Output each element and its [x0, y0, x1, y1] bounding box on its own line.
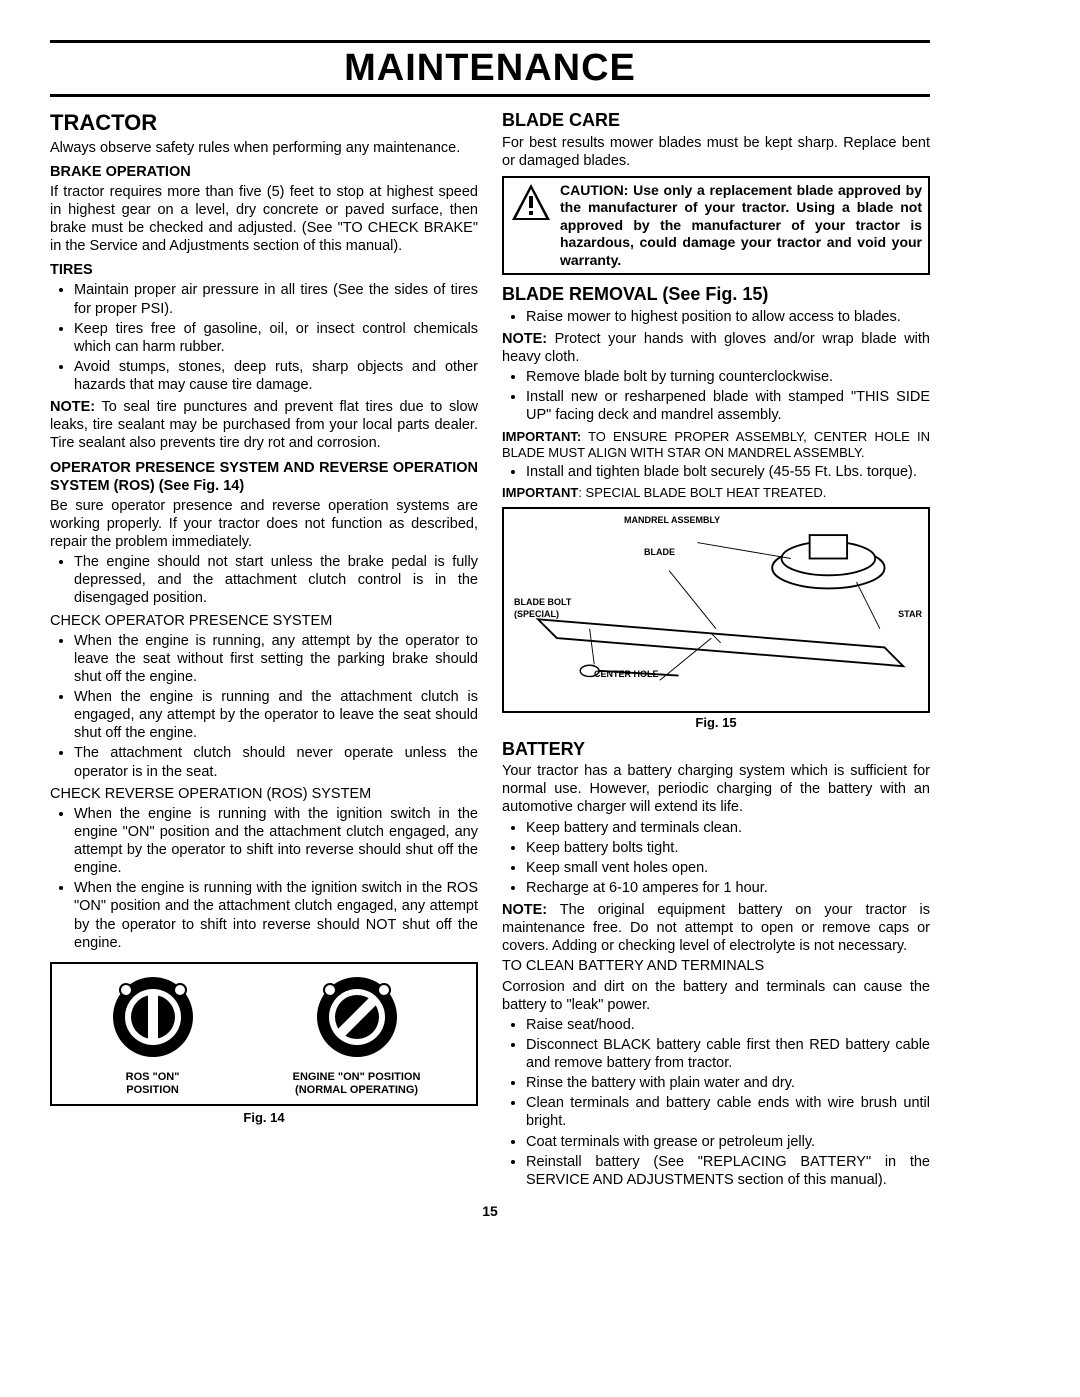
- clean-intro: Corrosion and dirt on the battery and te…: [502, 978, 930, 1014]
- battery-list-1: Keep battery and terminals clean. Keep b…: [502, 819, 930, 898]
- list-item: When the engine is running with the igni…: [74, 879, 478, 952]
- tires-list: Maintain proper air pressure in all tire…: [50, 281, 478, 394]
- list-item: Disconnect BLACK battery cable first the…: [526, 1036, 930, 1072]
- blade-diagram: [510, 515, 922, 705]
- engine-switch-icon: [312, 972, 402, 1062]
- fig-14-caption: Fig. 14: [50, 1110, 478, 1126]
- list-item: When the engine is running with the igni…: [74, 805, 478, 878]
- list-item: When the engine is running, any attempt …: [74, 632, 478, 686]
- list-item: The attachment clutch should never opera…: [74, 744, 478, 780]
- right-column: BLADE CARE For best results mower blades…: [502, 105, 930, 1193]
- list-item: Install and tighten blade bolt securely …: [526, 463, 930, 481]
- battery-heading: BATTERY: [502, 738, 930, 761]
- list-item: Rinse the battery with plain water and d…: [526, 1074, 930, 1092]
- list-item: Raise mower to highest position to allow…: [526, 308, 930, 326]
- removal-list-3: Install and tighten blade bolt securely …: [502, 463, 930, 481]
- label-center: CENTER HOLE: [594, 669, 659, 680]
- removal-note1: NOTE: Protect your hands with gloves and…: [502, 330, 930, 366]
- list-item: Avoid stumps, stones, deep ruts, sharp o…: [74, 358, 478, 394]
- figure-14-box: ROS "ON" POSITION ENGINE "ON" POSITION (…: [50, 962, 478, 1106]
- page-title: MAINTENANCE: [50, 47, 930, 90]
- label-blade: BLADE: [644, 547, 675, 558]
- brake-title: BRAKE OPERATION: [50, 163, 478, 181]
- caution-box: CAUTION: Use only a replacement blade ap…: [502, 176, 930, 276]
- left-column: TRACTOR Always observe safety rules when…: [50, 105, 478, 1193]
- blade-care-heading: BLADE CARE: [502, 109, 930, 132]
- figure-15-box: MANDREL ASSEMBLY BLADE BLADE BOLT (SPECI…: [502, 507, 930, 713]
- ops-title: OPERATOR PRESENCE SYSTEM AND REVERSE OPE…: [50, 459, 478, 495]
- ops-intro: Be sure operator presence and reverse op…: [50, 497, 478, 551]
- page-number: 15: [50, 1203, 930, 1219]
- page-title-bar: MAINTENANCE: [50, 40, 930, 97]
- list-item: The engine should not start unless the b…: [74, 553, 478, 607]
- removal-list-2: Remove blade bolt by turning countercloc…: [502, 368, 930, 424]
- ops-list-1: The engine should not start unless the b…: [50, 553, 478, 607]
- removal-list-1: Raise mower to highest position to allow…: [502, 308, 930, 326]
- label-mandrel: MANDREL ASSEMBLY: [624, 515, 720, 526]
- list-item: Recharge at 6-10 amperes for 1 hour.: [526, 879, 930, 897]
- check-presence: CHECK OPERATOR PRESENCE SYSTEM: [50, 612, 478, 630]
- battery-list-2: Raise seat/hood. Disconnect BLACK batter…: [502, 1016, 930, 1189]
- removal-important1: IMPORTANT: TO ENSURE PROPER ASSEMBLY, CE…: [502, 429, 930, 462]
- engine-label: ENGINE "ON" POSITION (NORMAL OPERATING): [293, 1071, 421, 1096]
- ops-list-2: When the engine is running, any attempt …: [50, 632, 478, 781]
- ros-switch-icon: [108, 972, 198, 1062]
- check-ros: CHECK REVERSE OPERATION (ROS) SYSTEM: [50, 785, 478, 803]
- engine-on-diagram: ENGINE "ON" POSITION (NORMAL OPERATING): [293, 972, 421, 1096]
- two-column-layout: TRACTOR Always observe safety rules when…: [50, 105, 930, 1193]
- label-star: STAR: [898, 609, 922, 620]
- clean-title: TO CLEAN BATTERY AND TERMINALS: [502, 957, 930, 975]
- list-item: Reinstall battery (See "REPLACING BATTER…: [526, 1153, 930, 1189]
- warning-icon: [510, 182, 552, 224]
- list-item: Maintain proper air pressure in all tire…: [74, 281, 478, 317]
- list-item: Install new or resharpened blade with st…: [526, 388, 930, 424]
- label-bolt: BLADE BOLT (SPECIAL): [514, 597, 571, 620]
- list-item: Keep small vent holes open.: [526, 859, 930, 877]
- list-item: Raise seat/hood.: [526, 1016, 930, 1034]
- list-item: Clean terminals and battery cable ends w…: [526, 1094, 930, 1130]
- list-item: When the engine is running and the attac…: [74, 688, 478, 742]
- tractor-heading: TRACTOR: [50, 109, 478, 137]
- ros-on-diagram: ROS "ON" POSITION: [108, 972, 198, 1096]
- tires-title: TIRES: [50, 261, 478, 279]
- ops-list-3: When the engine is running with the igni…: [50, 805, 478, 952]
- list-item: Keep battery bolts tight.: [526, 839, 930, 857]
- tractor-intro: Always observe safety rules when perform…: [50, 139, 478, 157]
- brake-text: If tractor requires more than five (5) f…: [50, 183, 478, 256]
- blade-care-text: For best results mower blades must be ke…: [502, 134, 930, 170]
- tires-note: NOTE: To seal tire punctures and prevent…: [50, 398, 478, 452]
- list-item: Coat terminals with grease or petroleum …: [526, 1133, 930, 1151]
- list-item: Remove blade bolt by turning countercloc…: [526, 368, 930, 386]
- removal-important2: IMPORTANT: SPECIAL BLADE BOLT HEAT TREAT…: [502, 485, 930, 501]
- ros-label: ROS "ON" POSITION: [108, 1071, 198, 1096]
- list-item: Keep tires free of gasoline, oil, or ins…: [74, 320, 478, 356]
- battery-intro: Your tractor has a battery charging syst…: [502, 762, 930, 816]
- blade-removal-heading: BLADE REMOVAL (See Fig. 15): [502, 283, 930, 306]
- caution-text: CAUTION: Use only a replacement blade ap…: [560, 182, 922, 270]
- fig-15-caption: Fig. 15: [502, 715, 930, 731]
- battery-note: NOTE: The original equipment battery on …: [502, 901, 930, 955]
- list-item: Keep battery and terminals clean.: [526, 819, 930, 837]
